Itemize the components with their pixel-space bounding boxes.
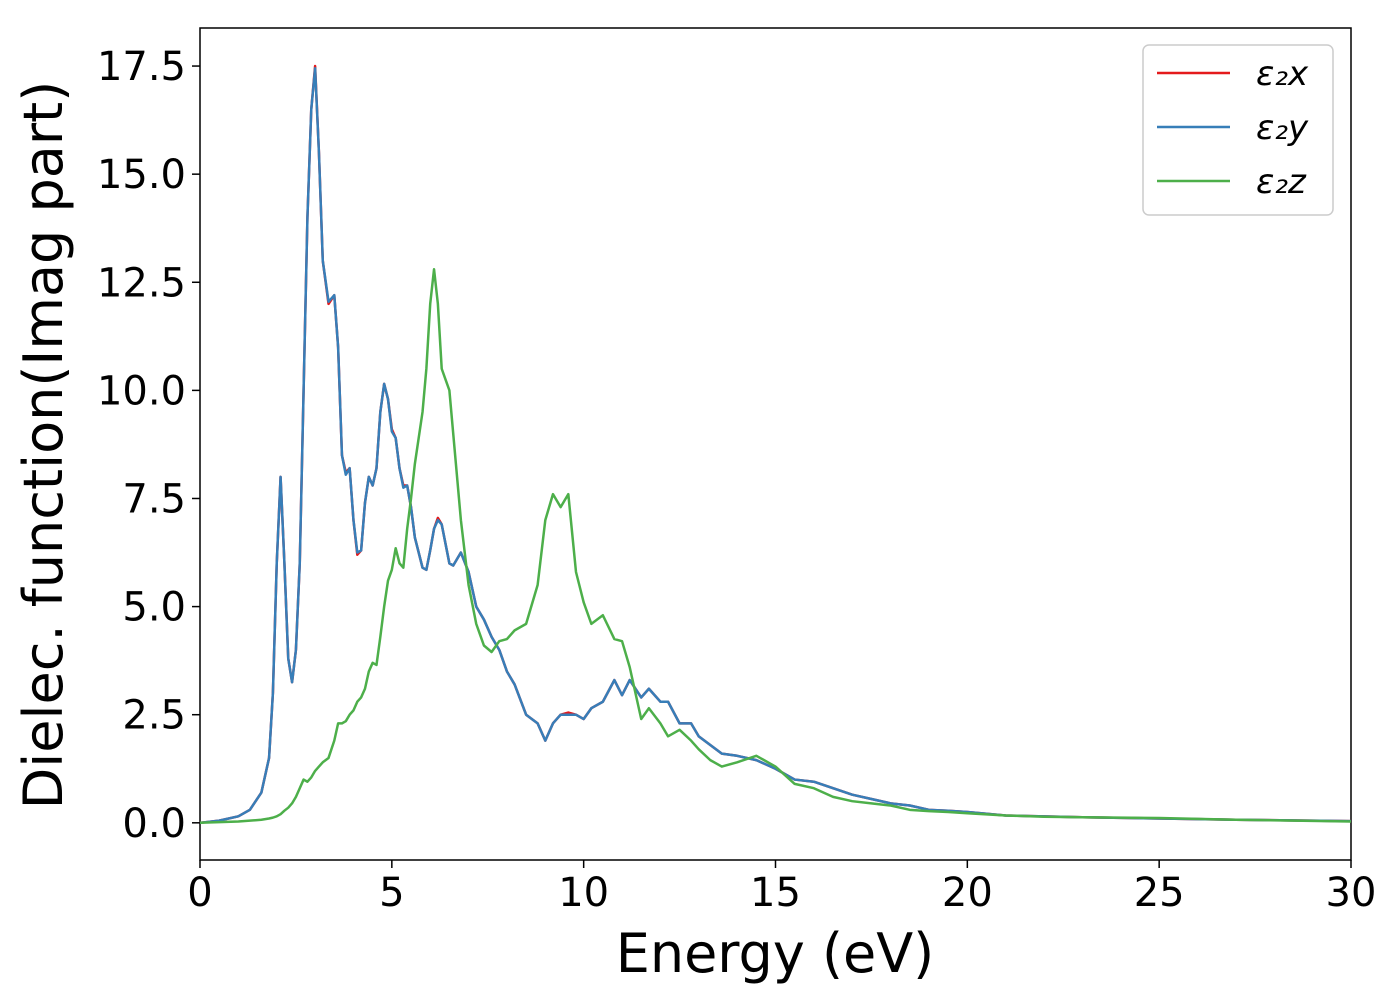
y-tick-label: 2.5 bbox=[122, 693, 186, 739]
x-tick-label: 15 bbox=[750, 870, 801, 916]
x-tick-label: 10 bbox=[558, 870, 609, 916]
x-tick-label: 0 bbox=[187, 870, 212, 916]
x-tick-label: 25 bbox=[1134, 870, 1185, 916]
y-tick-label: 7.5 bbox=[122, 476, 186, 522]
y-tick-label: 5.0 bbox=[122, 585, 186, 631]
legend-label: ε₂y bbox=[1256, 108, 1309, 148]
legend-label: ε₂x bbox=[1256, 54, 1309, 94]
legend-label: ε₂z bbox=[1256, 162, 1307, 202]
data-line bbox=[199, 66, 1352, 825]
y-tick-label: 10.0 bbox=[97, 368, 186, 414]
x-tick-label: 5 bbox=[379, 870, 404, 916]
y-tick-label: 12.5 bbox=[97, 260, 186, 306]
x-tick-label: 20 bbox=[942, 870, 993, 916]
y-axis-label: Dielec. function(Imag part) bbox=[12, 81, 75, 810]
y-tick-label: 0.0 bbox=[122, 801, 186, 847]
data-line bbox=[199, 268, 1352, 825]
x-axis-label: Energy (eV) bbox=[616, 922, 935, 985]
y-tick-label: 17.5 bbox=[97, 44, 186, 90]
x-tick-label: 30 bbox=[1326, 870, 1377, 916]
legend-box bbox=[1142, 44, 1334, 216]
y-tick-label: 15.0 bbox=[97, 152, 186, 198]
